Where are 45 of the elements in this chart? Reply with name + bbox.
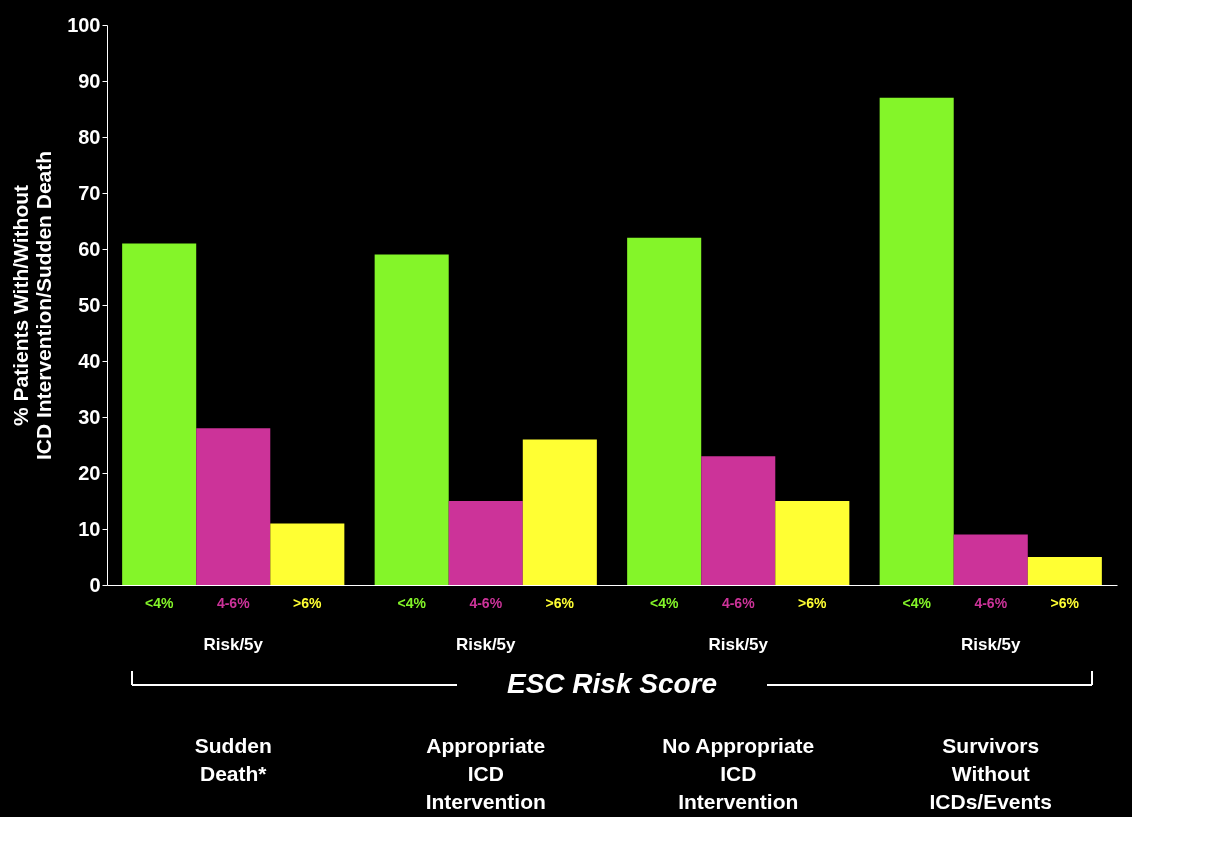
y-tick-label: 60 bbox=[78, 237, 101, 260]
text: Risk/5y bbox=[203, 635, 264, 654]
text: ESC Risk Score bbox=[506, 668, 718, 699]
y-axis-title: % Patients With/Without ICD Intervention/Sudden Death bbox=[9, 150, 56, 461]
series-label: 4-6% bbox=[216, 595, 251, 611]
y-tick-label: 30 bbox=[78, 405, 101, 428]
bar bbox=[374, 254, 449, 585]
text: <4% bbox=[902, 595, 931, 611]
y-tick-label: 100 bbox=[67, 13, 101, 36]
text: 4-6% bbox=[469, 595, 503, 611]
text: Risk/5y bbox=[960, 635, 1022, 654]
series-label: >6% bbox=[293, 595, 323, 611]
bar bbox=[522, 439, 597, 585]
text: <4% bbox=[649, 595, 679, 611]
bar bbox=[879, 97, 954, 585]
bar bbox=[701, 456, 776, 585]
text: Risk/5y bbox=[708, 635, 769, 654]
text: Risk/5y bbox=[455, 635, 517, 654]
bar bbox=[627, 237, 702, 585]
y-tick-label: 20 bbox=[78, 461, 101, 484]
x-tick-label: Appropriate ICD Intervention bbox=[425, 733, 546, 813]
text: <4% bbox=[397, 595, 426, 611]
series-label: <4% bbox=[144, 595, 174, 611]
bar bbox=[270, 523, 345, 585]
bar bbox=[775, 501, 850, 585]
text: 4-6% bbox=[721, 595, 755, 611]
bar bbox=[448, 501, 523, 585]
text: 4-6% bbox=[974, 595, 1008, 611]
y-tick-label: 0 bbox=[89, 573, 101, 596]
y-tick-label: 10 bbox=[78, 517, 101, 540]
bar bbox=[1027, 557, 1102, 585]
y-tick-label: 70 bbox=[78, 181, 101, 204]
y-tick-label: 50 bbox=[78, 293, 101, 316]
text: >6% bbox=[545, 595, 575, 611]
y-tick-label: 40 bbox=[78, 349, 101, 372]
bar bbox=[196, 428, 271, 585]
text: >6% bbox=[798, 595, 827, 611]
x-tick-label: No Appropriate ICD Intervention bbox=[662, 733, 815, 813]
y-tick-label: 80 bbox=[78, 125, 101, 148]
y-tick-label: 90 bbox=[78, 69, 101, 92]
x-tick-label: Sudden Death* bbox=[194, 733, 272, 785]
text: >6% bbox=[1050, 595, 1080, 611]
bar bbox=[953, 534, 1028, 585]
bar bbox=[122, 243, 197, 585]
x-tick-label: Survivors Without ICDs/Events bbox=[929, 733, 1053, 813]
